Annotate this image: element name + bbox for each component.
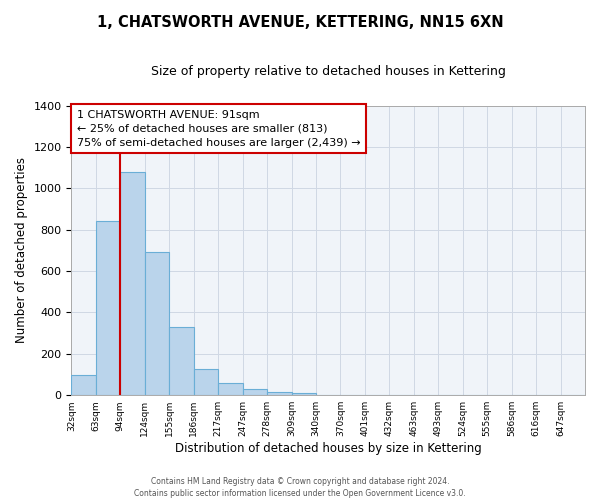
Bar — [292, 393, 316, 395]
Bar — [194, 370, 218, 395]
Bar — [96, 222, 121, 395]
Bar — [145, 252, 169, 395]
Title: Size of property relative to detached houses in Kettering: Size of property relative to detached ho… — [151, 65, 506, 78]
Text: 1 CHATSWORTH AVENUE: 91sqm
← 25% of detached houses are smaller (813)
75% of sem: 1 CHATSWORTH AVENUE: 91sqm ← 25% of deta… — [77, 110, 360, 148]
Text: 1, CHATSWORTH AVENUE, KETTERING, NN15 6XN: 1, CHATSWORTH AVENUE, KETTERING, NN15 6X… — [97, 15, 503, 30]
Bar — [71, 374, 96, 395]
Bar — [121, 172, 145, 395]
Y-axis label: Number of detached properties: Number of detached properties — [15, 158, 28, 344]
Text: Contains HM Land Registry data © Crown copyright and database right 2024.
Contai: Contains HM Land Registry data © Crown c… — [134, 476, 466, 498]
Bar — [218, 383, 242, 395]
X-axis label: Distribution of detached houses by size in Kettering: Distribution of detached houses by size … — [175, 442, 482, 455]
Bar — [267, 392, 292, 395]
Bar — [169, 327, 194, 395]
Bar — [242, 389, 267, 395]
